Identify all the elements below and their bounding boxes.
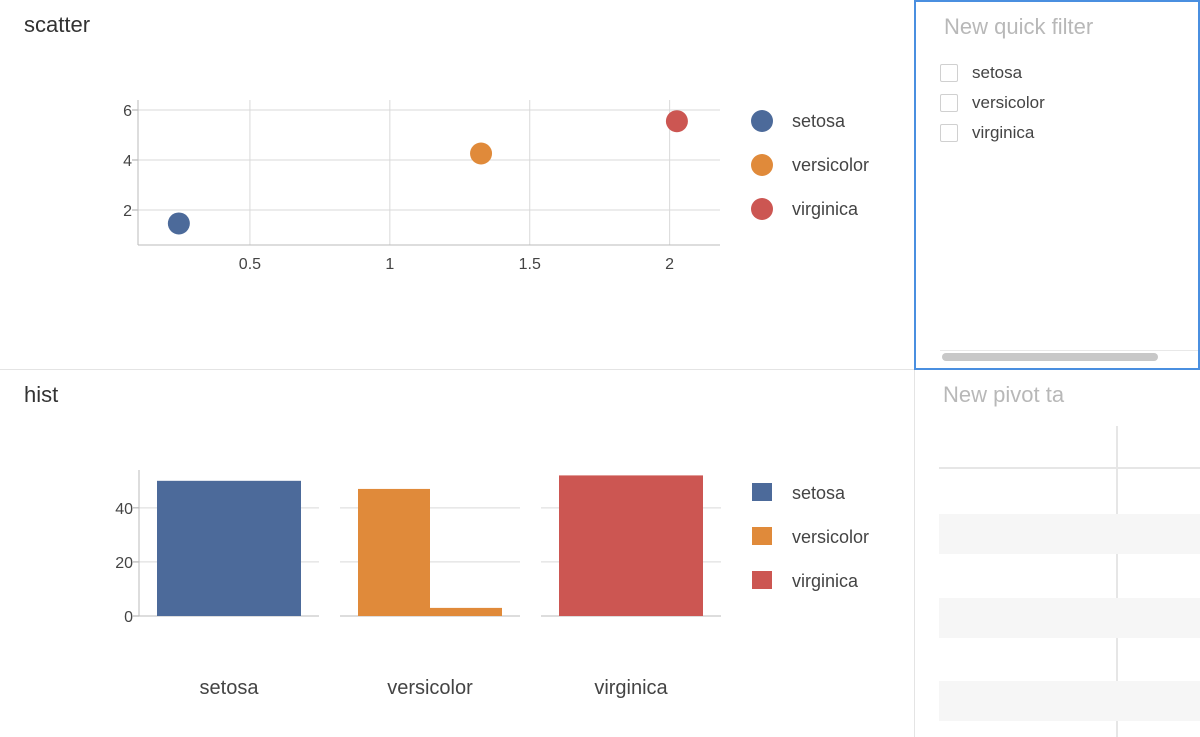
legend-label: virginica [792, 199, 859, 219]
legend-label: virginica [792, 571, 859, 591]
bar-setosa [157, 480, 301, 616]
pivot-table-grid [939, 426, 1200, 737]
legend-label: setosa [792, 111, 846, 131]
filter-item[interactable]: setosa [940, 58, 1045, 88]
y-tick-label: 0 [124, 609, 133, 626]
legend-marker-setosa [751, 110, 773, 132]
pivot-column-line [1116, 426, 1118, 737]
data-point-setosa [167, 212, 190, 235]
filter-item[interactable]: virginica [940, 118, 1045, 148]
pivot-row-stripe [939, 598, 1200, 638]
hist-panel: hist setosa versicolor virginica 0 20 40 setos… [0, 370, 914, 737]
y-tick-label: 20 [115, 555, 133, 572]
bar-versicolor [358, 488, 430, 616]
x-tick-label: 1 [385, 256, 394, 273]
y-tick-label: 6 [123, 103, 132, 120]
checkbox[interactable] [940, 94, 958, 112]
pivot-row-stripe [939, 681, 1200, 721]
y-tick-label: 4 [123, 153, 132, 170]
checkbox[interactable] [940, 124, 958, 142]
checkbox[interactable] [940, 64, 958, 82]
x-tick-label: 2 [665, 256, 674, 273]
category-label: virginica [594, 677, 668, 699]
scatter-title: scatter [24, 12, 91, 37]
bar-virginica [559, 475, 703, 616]
data-point-virginica [665, 110, 688, 133]
category-label: versicolor [387, 677, 473, 699]
bar-versicolor [430, 607, 502, 616]
hist-title: hist [24, 382, 59, 407]
legend-marker-versicolor [752, 527, 772, 545]
filter-list: setosa versicolor virginica [940, 58, 1045, 148]
legend-marker-versicolor [751, 154, 773, 176]
hist-chart: setosa versicolor virginica 0 20 40 setosa vers… [115, 470, 869, 699]
legend-label: versicolor [792, 155, 869, 175]
pivot-header-line [939, 467, 1200, 469]
pivot-title[interactable]: New pivot ta [943, 382, 1065, 407]
legend-marker-virginica [752, 571, 772, 589]
filter-label: setosa [972, 63, 1023, 82]
x-tick-label: 0.5 [239, 256, 261, 273]
data-point-versicolor [470, 142, 493, 165]
scatter-chart: 0.5 1 1.5 2 2 4 6 setosa versicolor virginica [123, 100, 869, 273]
quick-filter-panel[interactable]: New quick filter setosa versicolor virgi… [914, 0, 1200, 370]
quick-filter-title[interactable]: New quick filter [944, 14, 1094, 39]
scrollbar-thumb[interactable] [942, 353, 1158, 361]
filter-label: versicolor [972, 93, 1045, 112]
legend-marker-virginica [751, 198, 773, 220]
category-label: setosa [200, 677, 260, 699]
legend-label: setosa [792, 483, 846, 503]
legend-marker-setosa [752, 483, 772, 501]
pivot-panel[interactable]: New pivot ta [914, 370, 1200, 737]
x-tick-label: 1.5 [519, 256, 541, 273]
y-tick-label: 40 [115, 501, 133, 518]
filter-label: virginica [972, 123, 1035, 142]
legend-label: versicolor [792, 527, 869, 547]
filter-item[interactable]: versicolor [940, 88, 1045, 118]
horizontal-scrollbar[interactable] [940, 350, 1198, 361]
scatter-panel: scatter 0.5 1 1.5 2 2 4 6 setosa versicolor virgi… [0, 0, 914, 370]
y-tick-label: 2 [123, 203, 132, 220]
pivot-row-stripe [939, 514, 1200, 554]
